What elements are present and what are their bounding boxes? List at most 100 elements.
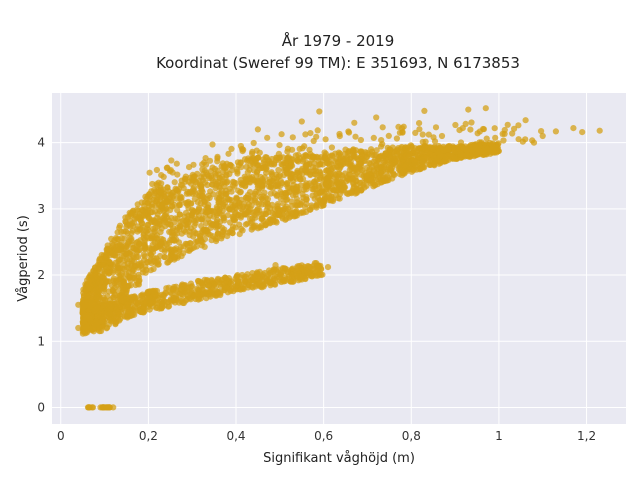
- data-point: [299, 145, 306, 152]
- tick-labels: 0 0,2 0,4 0,6 0,8 1 1,2 0 1 2 3 4: [37, 136, 596, 443]
- data-point: [352, 154, 360, 161]
- data-point: [158, 192, 165, 199]
- data-point: [150, 228, 157, 235]
- data-point: [431, 138, 439, 145]
- data-point: [419, 145, 427, 152]
- data-point: [313, 204, 320, 211]
- data-point: [350, 146, 357, 153]
- data-point: [476, 128, 483, 135]
- data-point: [249, 218, 256, 225]
- data-point: [86, 316, 93, 323]
- data-point: [176, 201, 183, 208]
- data-point: [109, 242, 116, 249]
- data-point: [194, 291, 201, 298]
- data-point: [205, 230, 212, 238]
- data-point: [276, 142, 283, 149]
- data-point: [127, 217, 134, 225]
- data-point: [283, 191, 290, 198]
- data-point: [169, 227, 176, 234]
- y-tick-label: 1: [37, 334, 45, 348]
- data-point: [144, 288, 151, 296]
- data-point: [394, 157, 401, 164]
- data-point: [90, 325, 97, 332]
- data-point: [267, 205, 274, 212]
- data-point: [333, 192, 340, 199]
- data-point: [441, 158, 448, 165]
- data-point: [86, 404, 93, 411]
- data-point: [375, 156, 382, 163]
- data-point: [238, 225, 245, 232]
- x-tick-label: 0: [57, 429, 65, 443]
- data-point: [209, 141, 216, 148]
- data-point: [395, 123, 402, 130]
- data-point: [157, 252, 164, 260]
- data-point: [153, 198, 160, 205]
- x-tick-label: 1,2: [577, 429, 596, 443]
- data-point: [167, 206, 174, 214]
- data-point: [158, 304, 165, 311]
- data-point: [159, 201, 166, 208]
- data-point: [310, 137, 317, 145]
- data-point: [284, 155, 291, 162]
- data-point: [120, 287, 127, 294]
- data-point: [135, 213, 142, 220]
- data-point: [148, 188, 155, 195]
- data-point: [98, 256, 105, 263]
- data-point: [328, 165, 335, 173]
- data-point: [214, 158, 221, 165]
- data-point: [152, 245, 159, 252]
- data-point: [352, 133, 359, 140]
- data-point: [182, 282, 189, 289]
- data-point: [385, 132, 392, 139]
- data-point: [284, 145, 291, 152]
- data-point: [301, 266, 308, 273]
- data-point: [111, 291, 118, 299]
- data-point: [539, 132, 546, 140]
- data-point: [190, 184, 198, 191]
- data-point: [122, 218, 129, 225]
- data-point: [596, 127, 603, 134]
- data-point: [221, 217, 228, 224]
- data-point: [248, 226, 255, 233]
- data-point: [274, 203, 281, 210]
- data-point: [105, 404, 112, 411]
- data-point: [210, 221, 217, 229]
- data-point: [228, 163, 235, 170]
- data-point: [570, 125, 577, 132]
- data-point: [491, 125, 498, 132]
- data-point: [278, 131, 285, 138]
- data-point: [130, 267, 137, 274]
- data-point: [171, 219, 178, 226]
- data-point: [98, 318, 105, 325]
- data-point: [486, 139, 493, 147]
- data-point: [209, 164, 216, 171]
- data-point: [427, 151, 434, 158]
- data-point: [308, 272, 315, 279]
- data-point: [419, 138, 426, 146]
- data-point: [105, 246, 112, 253]
- data-point: [106, 310, 113, 317]
- chart-title-line1: År 1979 - 2019: [281, 32, 395, 50]
- data-point: [363, 182, 370, 189]
- data-point: [452, 121, 459, 129]
- data-point: [119, 270, 126, 277]
- data-point: [108, 282, 115, 289]
- data-point: [106, 317, 113, 324]
- data-point: [289, 265, 296, 272]
- data-point: [199, 166, 206, 173]
- data-point: [117, 265, 124, 272]
- data-point: [206, 157, 214, 164]
- data-point: [499, 130, 506, 137]
- data-point: [314, 127, 321, 134]
- data-point: [268, 155, 275, 163]
- data-point: [137, 308, 144, 316]
- data-point: [393, 135, 400, 142]
- data-point: [264, 134, 271, 141]
- data-point: [421, 107, 428, 114]
- data-point: [267, 190, 274, 197]
- data-point: [302, 204, 309, 211]
- data-point: [352, 171, 359, 178]
- data-point: [216, 202, 223, 209]
- data-point: [247, 205, 254, 213]
- data-point: [136, 260, 143, 267]
